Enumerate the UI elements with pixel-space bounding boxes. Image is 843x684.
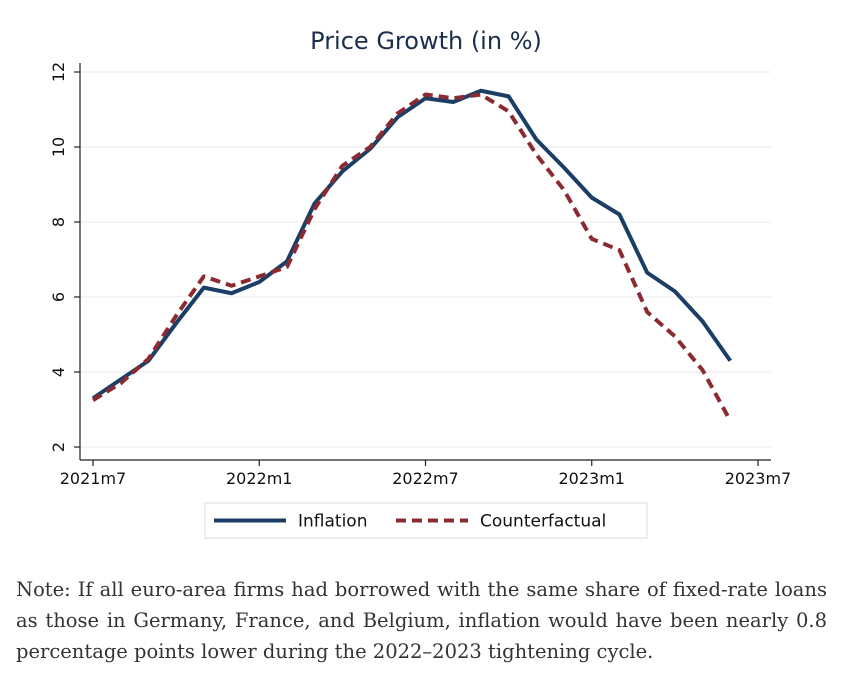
x-tick-label: 2022m1 (226, 469, 292, 488)
series-lines (91, 88, 733, 422)
chart-background (0, 0, 843, 560)
legend-label-counterfactual: Counterfactual (480, 512, 606, 532)
y-tick-label: 12 (49, 62, 68, 82)
y-tick-label: 4 (49, 367, 68, 377)
y-tick-label: 8 (49, 217, 68, 227)
legend-label-inflation: Inflation (298, 512, 367, 532)
series-line-inflation (91, 88, 732, 400)
x-tick-label: 2023m1 (559, 469, 625, 488)
legend: Inflation Counterfactual (204, 502, 648, 539)
axes: 2 4 6 8 10 12 2021m7 2022m1 2022m7 2023m1 2023m7 (49, 62, 791, 488)
series-line-counterfactual (91, 92, 733, 422)
x-tick-label: 2021m7 (60, 469, 126, 488)
y-tick-label: 6 (49, 292, 68, 302)
y-tick-label: 10 (49, 137, 68, 157)
x-tick-label: 2022m7 (392, 469, 458, 488)
chart-title: Price Growth (in %) (310, 27, 542, 55)
chart-note: Note: If all euro-area firms had borrowe… (16, 578, 827, 663)
price-growth-chart: Price Growth (in %) 2 4 6 8 10 12 2021m7 2022m1… (0, 0, 843, 560)
x-tick-label: 2023m7 (725, 469, 791, 488)
y-tick-label: 2 (49, 442, 68, 452)
